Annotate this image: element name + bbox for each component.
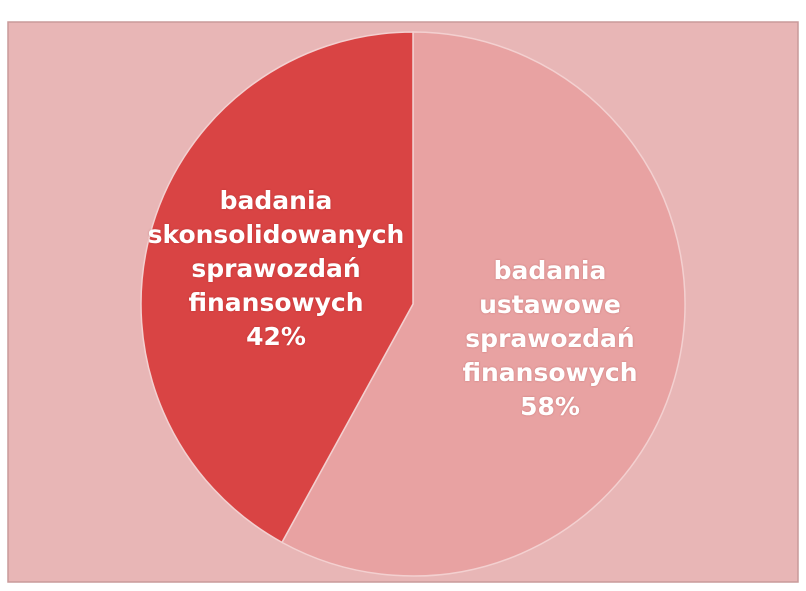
slice-name: badania ustawowe sprawozdań finansowych: [462, 256, 638, 388]
slice-percent: 58%: [520, 392, 580, 422]
pie-slice: [280, 31, 686, 577]
slice-percent: 42%: [246, 321, 306, 351]
slice-label: badania ustawowe sprawozdań finansowych 5…: [455, 254, 645, 424]
pie-slice: [140, 31, 414, 544]
slice-name: badania skonsolidowanych sprawozdań fina…: [147, 185, 405, 317]
slice-label: badania skonsolidowanych sprawozdań fina…: [141, 184, 411, 354]
